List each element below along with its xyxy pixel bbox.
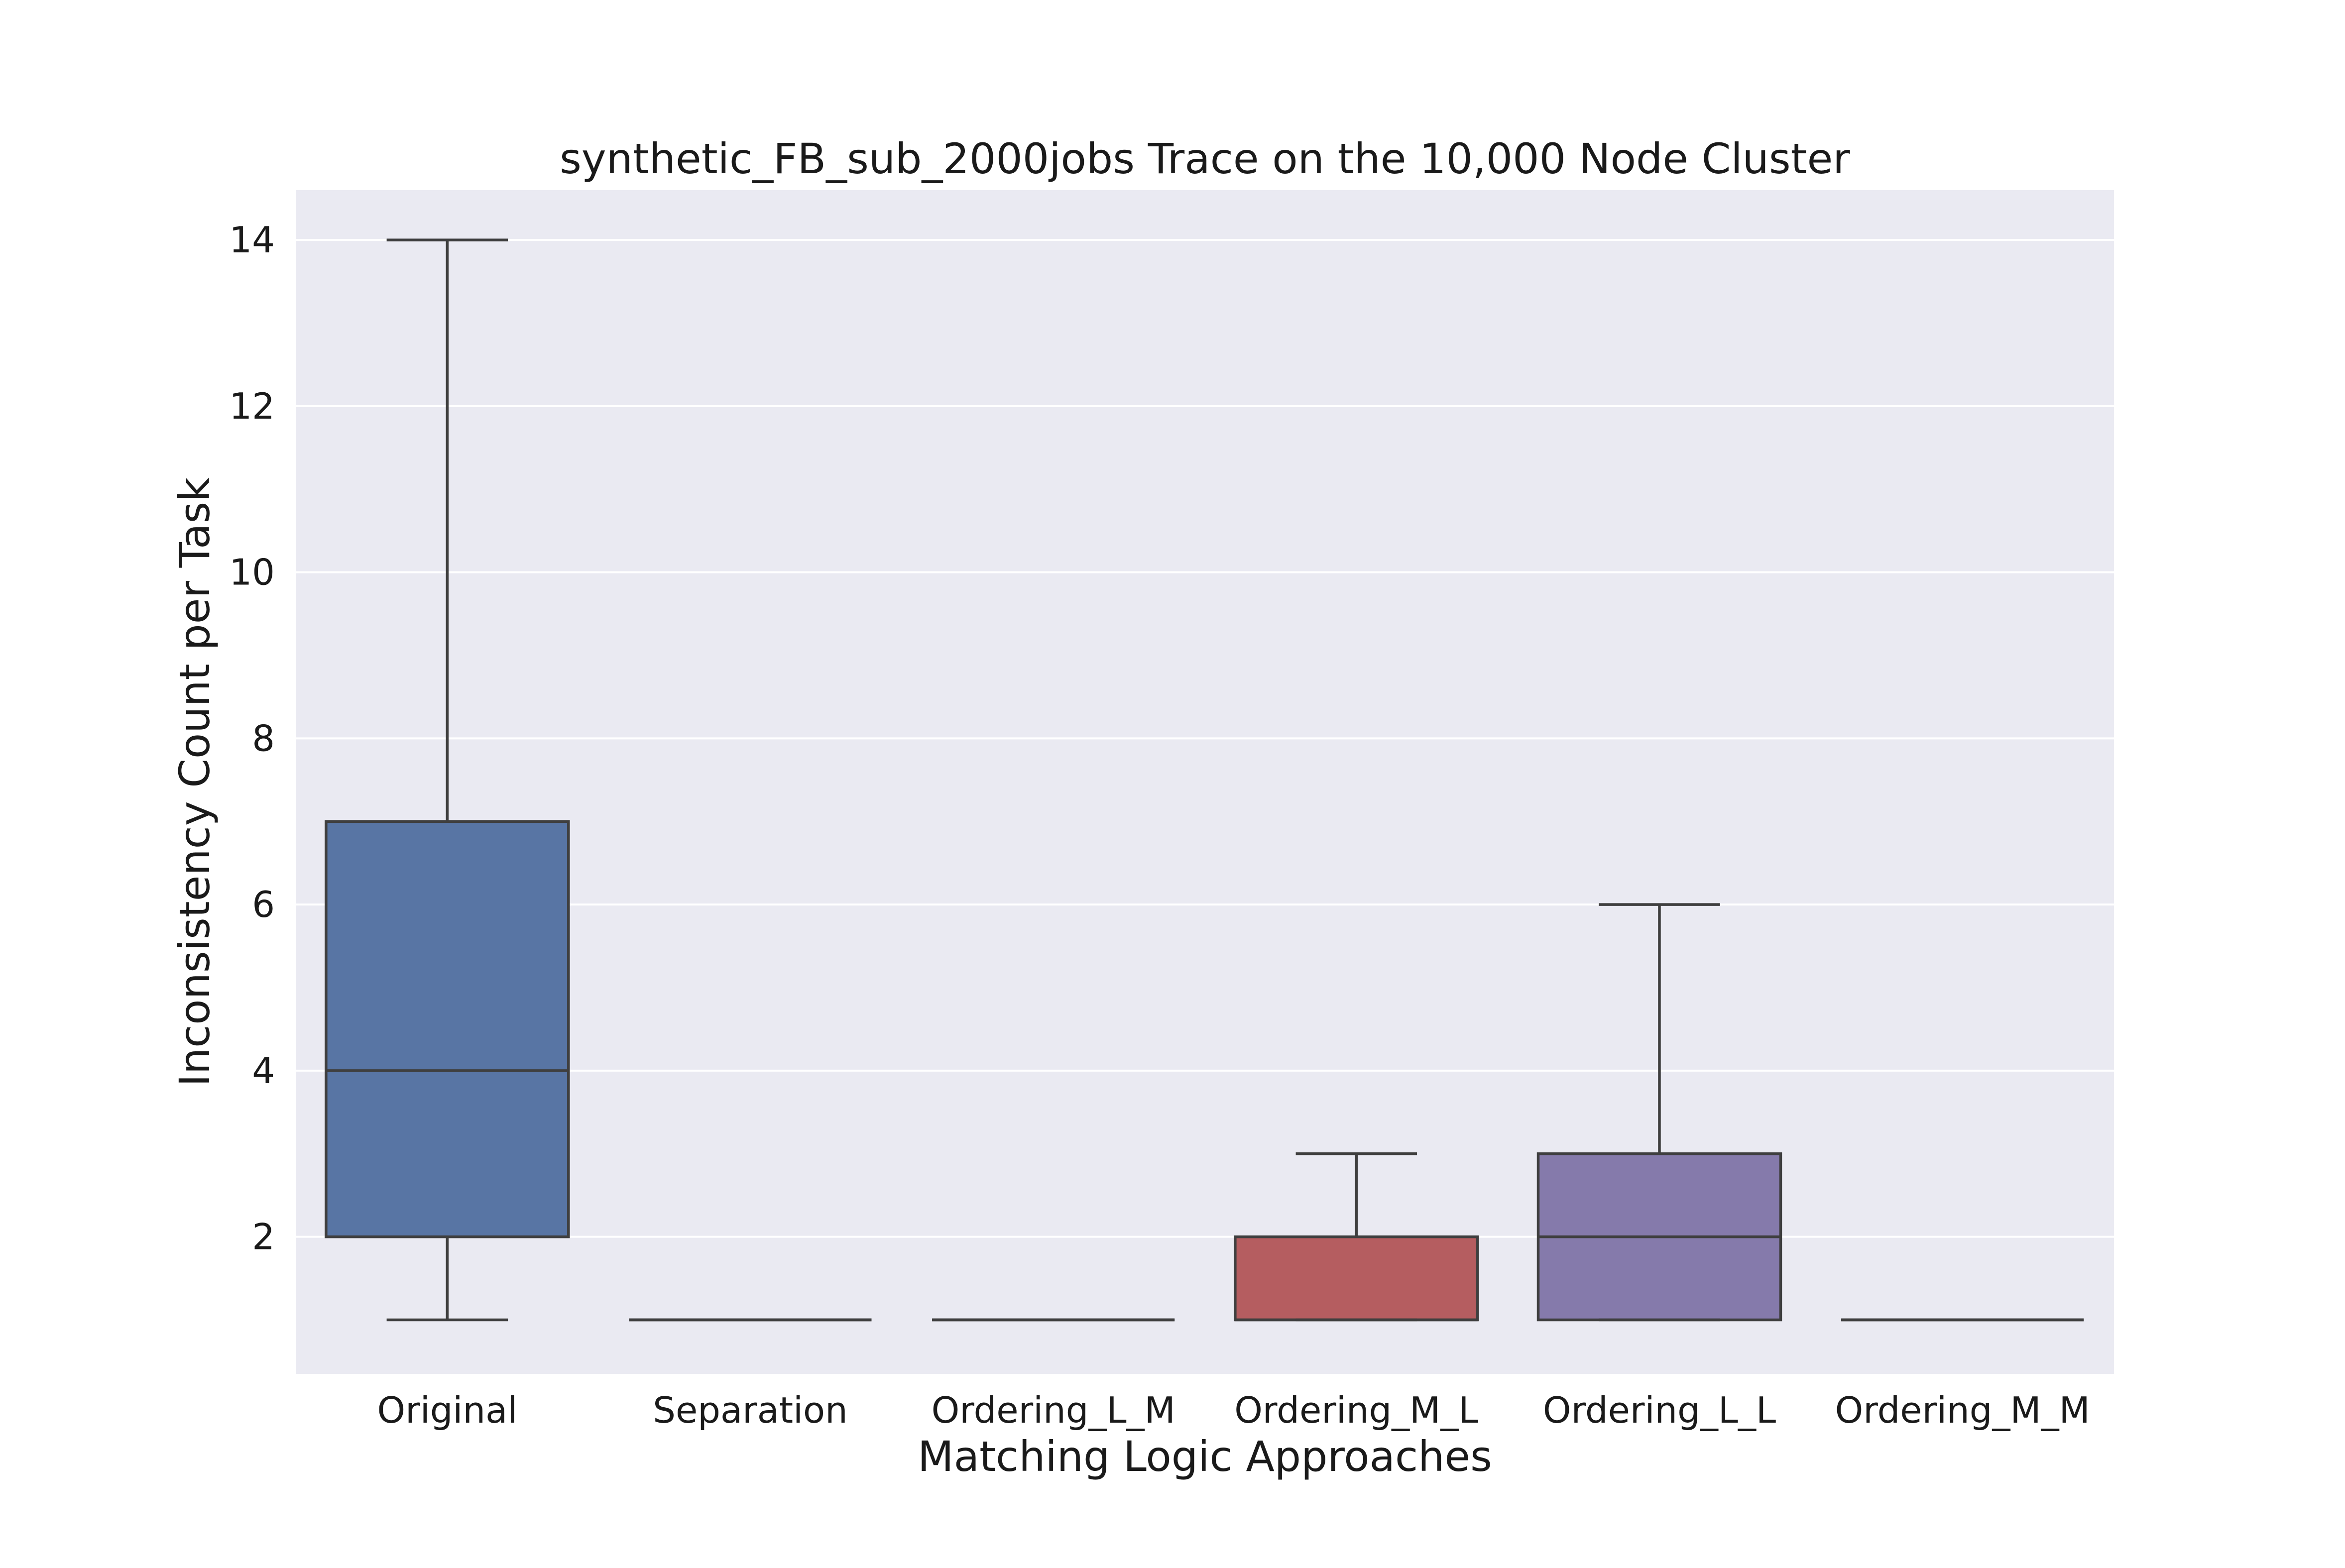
y-tick-label: 10 [229,552,275,593]
plot-area [296,190,2114,1374]
y-tick-labels: 2 4 6 8 10 12 14 [229,219,275,1258]
x-tick-label: Separation [653,1389,847,1431]
x-tick-label: Ordering_L_L [1543,1389,1776,1431]
x-tick-label: Original [377,1389,517,1431]
x-tick-labels: Original Separation Ordering_L_M Ordering_M… [377,1389,2090,1431]
y-tick-label: 8 [252,717,275,759]
boxes [325,238,2084,1322]
x-tick-label: Ordering_L_M [932,1389,1175,1431]
box-ordering-l-l [1536,903,1782,1322]
box-body [1234,1235,1479,1322]
y-tick-label: 14 [229,219,275,261]
x-axis-label: Matching Logic Approaches [918,1432,1492,1481]
y-tick-label: 12 [229,385,275,427]
box-body [325,820,570,1238]
x-tick-label: Ordering_M_L [1234,1389,1478,1431]
y-axis-label: Inconsistency Count per Task [170,477,219,1087]
box-original [325,238,570,1322]
chart-title: synthetic_FB_sub_2000jobs Trace on the 1… [560,134,1850,183]
grid-lines [296,239,2114,1238]
x-tick-label: Ordering_M_M [1835,1389,2090,1431]
y-tick-label: 2 [252,1216,275,1258]
y-tick-label: 6 [252,884,275,925]
box-ordering-m-l [1234,1152,1479,1322]
y-tick-label: 4 [252,1050,275,1092]
